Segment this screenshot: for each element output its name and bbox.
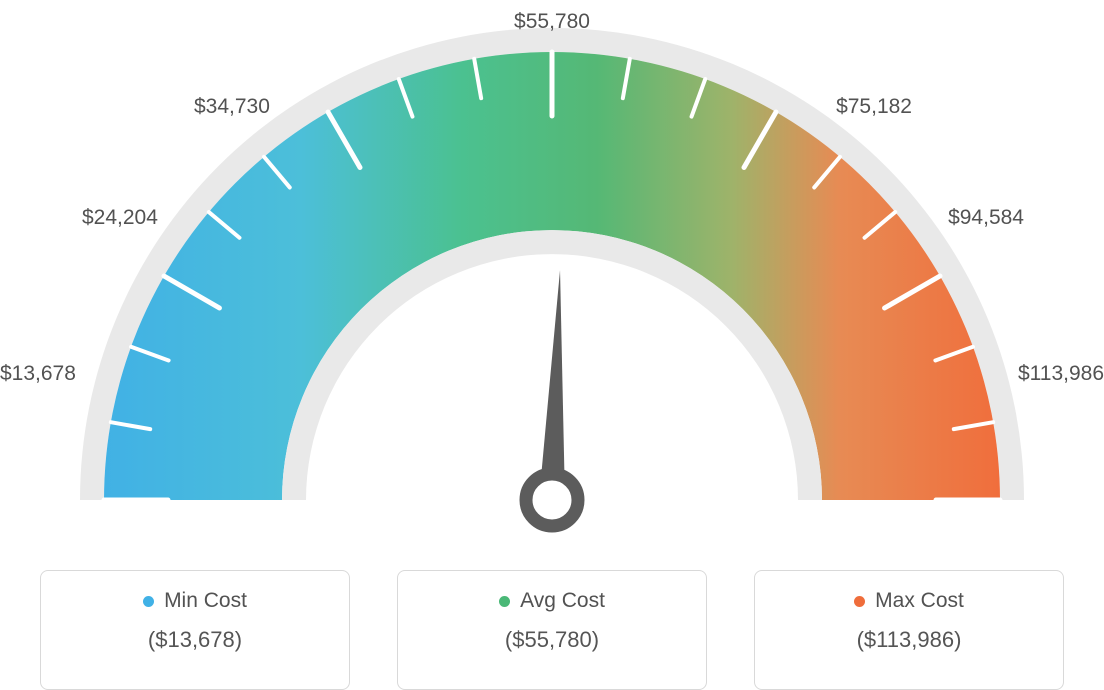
gauge-tick-label: $34,730 — [194, 95, 270, 119]
legend-avg-value: ($55,780) — [408, 627, 696, 653]
legend-card-max: Max Cost ($113,986) — [754, 570, 1064, 690]
legend-card-min: Min Cost ($13,678) — [40, 570, 350, 690]
dot-max-icon — [854, 596, 865, 607]
gauge-tick-label: $75,182 — [836, 95, 912, 119]
legend-max-value: ($113,986) — [765, 627, 1053, 653]
gauge-svg — [0, 0, 1104, 555]
legend-avg-label: Avg Cost — [520, 589, 605, 613]
gauge-tick-label: $113,986 — [1018, 362, 1104, 386]
gauge-tick-label: $13,678 — [0, 362, 76, 386]
legend-max-label: Max Cost — [875, 589, 964, 613]
cost-gauge-chart: $13,678 $24,204 $34,730 $55,780 $75,182 $94,5… — [0, 0, 1104, 555]
legend-title-min: Min Cost — [143, 589, 247, 613]
legend-row: Min Cost ($13,678) Avg Cost ($55,780) Ma… — [0, 555, 1104, 690]
dot-avg-icon — [499, 596, 510, 607]
dot-min-icon — [143, 596, 154, 607]
gauge-tick-label: $24,204 — [82, 206, 158, 230]
legend-min-label: Min Cost — [164, 589, 247, 613]
gauge-tick-label: $55,780 — [514, 10, 590, 34]
legend-min-value: ($13,678) — [51, 627, 339, 653]
legend-title-max: Max Cost — [854, 589, 964, 613]
legend-title-avg: Avg Cost — [499, 589, 605, 613]
legend-card-avg: Avg Cost ($55,780) — [397, 570, 707, 690]
gauge-tick-label: $94,584 — [948, 206, 1024, 230]
